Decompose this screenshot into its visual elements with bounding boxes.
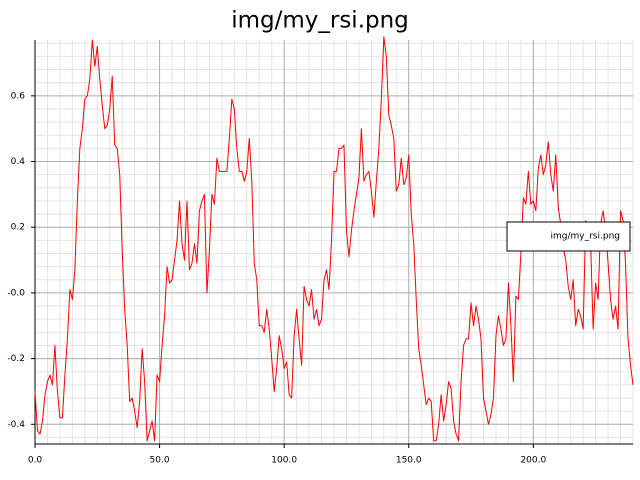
- y-tick-label: 0.2: [11, 223, 25, 233]
- x-tick-label: 200.0: [520, 456, 546, 466]
- y-tick-label: 0.6: [11, 91, 26, 101]
- y-tick-label: -0.0: [7, 288, 25, 298]
- x-tick-label: 0.0: [28, 456, 43, 466]
- legend-box: [506, 221, 631, 252]
- data-line: [34, 36, 634, 442]
- x-tick-label: 50.0: [150, 456, 170, 466]
- legend: img/my_rsi.png: [506, 221, 631, 252]
- y-tick-label: -0.4: [7, 420, 25, 430]
- chart-title: img/my_rsi.png: [231, 8, 409, 34]
- x-tick-label: 100.0: [271, 456, 297, 466]
- y-tick-label: 0.4: [11, 157, 26, 167]
- legend-label: img/my_rsi.png: [551, 232, 621, 242]
- x-tick-label: 150.0: [396, 456, 422, 466]
- y-tick-label: -0.2: [7, 354, 25, 364]
